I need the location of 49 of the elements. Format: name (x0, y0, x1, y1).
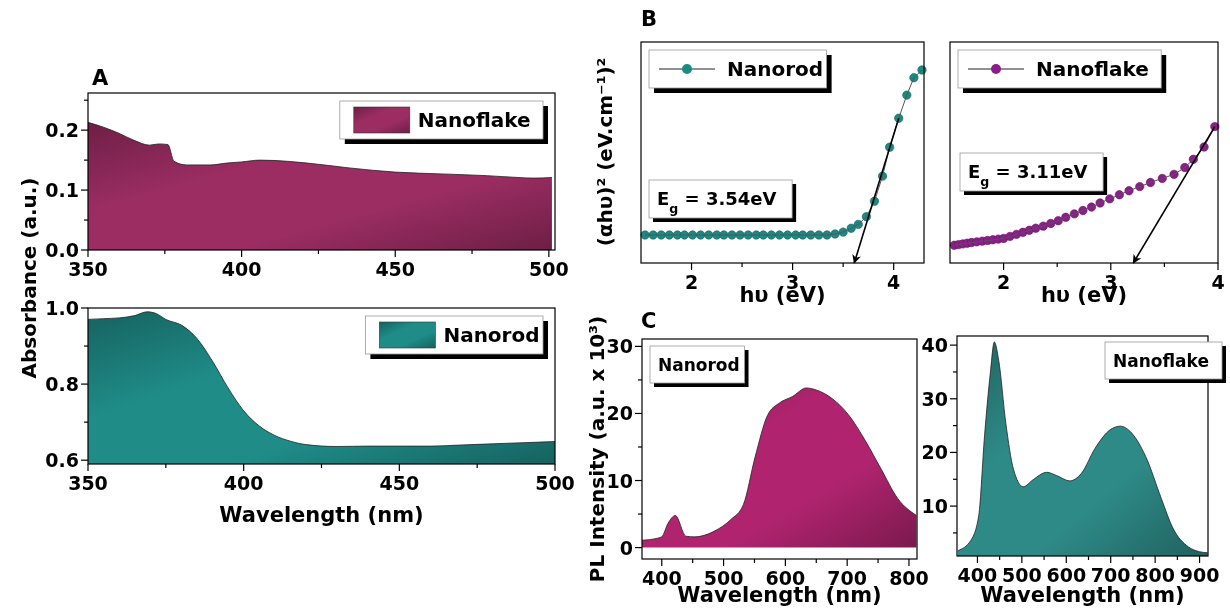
x-axis-title: Wavelength (nm) (980, 583, 1185, 607)
x-tick-label: 900 (1179, 564, 1220, 586)
x-tick-label: 450 (379, 472, 420, 494)
y-tick-label: 0 (619, 536, 633, 559)
y-tick-label: 0.2 (45, 119, 79, 142)
x-tick-label: 350 (68, 258, 108, 280)
y-tick-label: 10 (921, 495, 948, 518)
annotation: Nanorod (658, 354, 740, 375)
legend-label: Nanorod (443, 323, 540, 347)
x-tick-label: 4 (887, 271, 901, 293)
y-tick-label: 30 (921, 387, 948, 410)
y-tick-label: 0.8 (45, 373, 79, 396)
y-tick-label: 20 (921, 441, 948, 464)
x-tick-label: 500 (535, 472, 575, 494)
x-axis-title: Wavelength (nm) (219, 503, 424, 527)
y-axis-title: (αhυ)² (eV.cm⁻¹)² (592, 57, 617, 247)
x-tick-label: 450 (375, 258, 416, 280)
legend-label: Nanorod (727, 57, 824, 81)
chart-title: C (641, 309, 657, 333)
legend-label: Nanoflake (417, 108, 531, 132)
x-tick-label: 4 (1211, 271, 1225, 293)
annotation: E$_{g}$ = 3.11eV (968, 161, 1088, 189)
annotation: Nanoflake (1113, 350, 1209, 371)
x-tick-label: 500 (529, 258, 569, 280)
x-tick-label: 2 (996, 271, 1011, 293)
y-axis-title: Absorbance (a.u.) (16, 177, 41, 379)
y-tick-label: 1.0 (45, 297, 79, 319)
x-tick-label: 800 (889, 567, 929, 589)
x-tick-label: 800 (1135, 564, 1175, 586)
chart-title: B (641, 7, 658, 31)
x-tick-label: 500 (1002, 564, 1042, 586)
y-tick-label: 0.0 (45, 239, 79, 261)
y-tick-label: 0.6 (45, 449, 79, 472)
x-tick-label: 2 (684, 271, 699, 293)
x-tick-label: 600 (1046, 564, 1087, 586)
x-tick-label: 400 (221, 258, 262, 280)
y-tick-label: 10 (606, 469, 633, 492)
x-tick-label: 350 (68, 472, 108, 494)
annotation: E$_{g}$ = 3.54eV (657, 188, 777, 216)
y-tick-label: 0.1 (45, 179, 79, 202)
y-tick-label: 20 (606, 402, 633, 425)
chart-title: A (92, 66, 109, 90)
y-tick-label: 30 (606, 335, 633, 358)
legend-label: Nanoflake (1036, 57, 1149, 81)
x-tick-label: 700 (1090, 564, 1131, 586)
x-tick-label: 400 (223, 472, 264, 494)
x-tick-label: 500 (703, 567, 744, 589)
x-tick-label: 400 (957, 564, 998, 586)
y-tick-label: 40 (921, 334, 948, 357)
